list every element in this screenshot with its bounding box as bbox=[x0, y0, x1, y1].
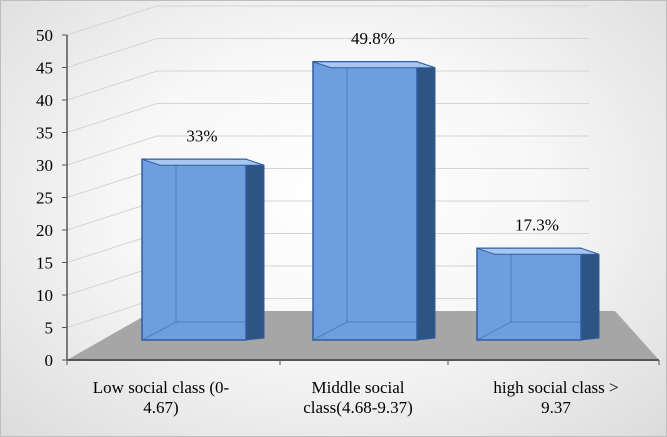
bar-front-face bbox=[476, 247, 582, 341]
data-label: 49.8% bbox=[351, 29, 395, 48]
y-tick-label: 35 bbox=[36, 124, 53, 143]
x-category-label-line: Low social class (0- bbox=[93, 378, 230, 397]
bar-top-face bbox=[141, 158, 265, 166]
x-category-label: high social class >9.37 bbox=[493, 378, 618, 417]
y-tick-label: 15 bbox=[36, 254, 53, 273]
y-tick-label: 30 bbox=[36, 156, 53, 175]
x-category-label: Middle social class(4.68-9.37) bbox=[303, 378, 413, 417]
bar-side-face bbox=[580, 247, 600, 341]
y-tick-label: 0 bbox=[45, 351, 54, 370]
data-label: 33% bbox=[186, 126, 217, 145]
bar-side-face bbox=[416, 61, 436, 341]
y-tick-label: 20 bbox=[36, 221, 53, 240]
x-category-label-line: Middle social bbox=[311, 378, 404, 397]
gridline bbox=[66, 38, 589, 68]
axes bbox=[62, 34, 660, 365]
x-category-label-line: 4.67) bbox=[143, 398, 178, 417]
data-label: 17.3% bbox=[515, 215, 559, 234]
gridline bbox=[66, 103, 589, 133]
bar-top-face bbox=[312, 61, 436, 69]
y-tick-label: 25 bbox=[36, 189, 53, 208]
bar-inner-edge bbox=[141, 321, 177, 341]
x-category-label: Low social class (0-4.67) bbox=[93, 378, 230, 417]
gridline bbox=[66, 70, 589, 101]
x-category-label-line: 9.37 bbox=[541, 398, 571, 417]
x-category-label-line: high social class > bbox=[493, 378, 618, 397]
bar-inner-edge bbox=[476, 321, 512, 341]
bars bbox=[141, 61, 600, 341]
y-tick-label: 5 bbox=[45, 319, 54, 338]
bar-front-face bbox=[141, 158, 247, 341]
gridline bbox=[66, 5, 589, 36]
labels: 0 5 10 15 20 25 30 35 40 45 50 33% 49.8% 17.3% Low soc… bbox=[36, 26, 619, 417]
gridline bbox=[66, 135, 589, 166]
bar-front-face bbox=[312, 61, 418, 341]
bar-inner-edge bbox=[312, 321, 348, 341]
bar-top-face bbox=[476, 247, 600, 255]
y-tick-label: 50 bbox=[36, 26, 53, 45]
y-tick-label: 40 bbox=[36, 91, 53, 110]
x-category-label-line: class(4.68-9.37) bbox=[303, 398, 413, 417]
bar-side-face bbox=[245, 158, 265, 341]
y-tick-label: 45 bbox=[36, 59, 53, 78]
y-tick-label: 10 bbox=[36, 286, 53, 305]
